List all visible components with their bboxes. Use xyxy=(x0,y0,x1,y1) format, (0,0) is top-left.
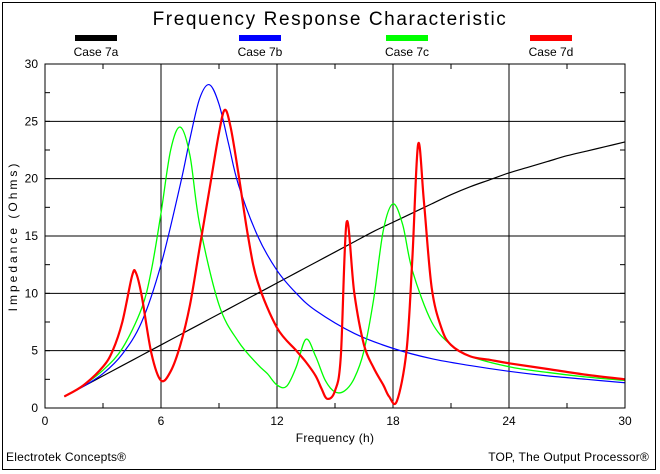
x-tick-label: 18 xyxy=(386,414,400,428)
series-line-case-7d xyxy=(63,108,626,406)
legend-swatch-case-7d xyxy=(530,35,572,41)
x-tick-label: 0 xyxy=(42,414,49,428)
series-line-case-7c xyxy=(63,126,626,398)
legend-label-case-7c: Case 7c xyxy=(385,45,429,59)
legend-label-case-7a: Case 7a xyxy=(74,45,119,59)
y-tick-label: 30 xyxy=(25,57,39,71)
y-tick-label: 15 xyxy=(25,229,39,243)
y-tick-label: 5 xyxy=(31,344,38,358)
y-tick-label: 20 xyxy=(25,172,39,186)
x-tick-label: 12 xyxy=(270,414,284,428)
chart-frame: Frequency Response Characteristic Case 7… xyxy=(2,2,656,470)
x-tick-label: 6 xyxy=(158,414,165,428)
x-tick-label: 30 xyxy=(618,414,632,428)
y-axis-label: Impedance (Ohms) xyxy=(6,161,20,312)
series-line-case-7b xyxy=(64,83,626,398)
y-tick-label: 10 xyxy=(25,286,39,300)
y-tick-label: 0 xyxy=(31,401,38,415)
chart-title: Frequency Response Characteristic xyxy=(153,9,508,30)
legend-label-case-7b: Case 7b xyxy=(238,45,283,59)
footer-right: TOP, The Output Processor® xyxy=(488,450,649,464)
x-axis-label: Frequency (h) xyxy=(296,431,375,445)
frequency-response-chart: Frequency Response Characteristic Case 7… xyxy=(6,9,632,445)
x-tick-label: 24 xyxy=(502,414,516,428)
plot-border xyxy=(44,63,626,409)
legend-swatch-case-7b xyxy=(239,35,281,41)
y-tick-label: 25 xyxy=(25,114,39,128)
legend-swatch-case-7a xyxy=(75,35,117,41)
legend-swatch-case-7c xyxy=(386,35,428,41)
footer-left: Electrotek Concepts® xyxy=(6,450,127,464)
legend-label-case-7d: Case 7d xyxy=(529,45,574,59)
